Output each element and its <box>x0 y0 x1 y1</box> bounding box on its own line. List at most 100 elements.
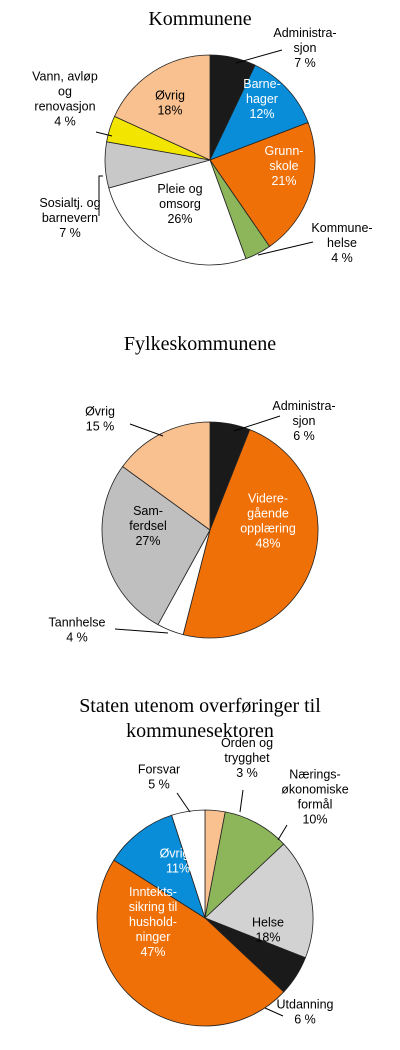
leader-line <box>277 824 288 841</box>
slice-label: Vann, avløp og renovasjon 4 % <box>32 70 98 129</box>
slice-label: Barne-hager 12% <box>243 77 281 121</box>
pie-slice <box>182 429 319 639</box>
slice-label: Forsvar 5 % <box>138 763 180 792</box>
slice-label-line: sjon <box>293 414 316 428</box>
slice-label-line: 47% <box>140 945 165 959</box>
slice-label-line: 15 % <box>86 420 115 434</box>
slice-label-line: omsorg <box>159 197 201 211</box>
slice-label-line: økonomiske <box>281 783 348 797</box>
slice-label-line: Sam- <box>133 504 163 518</box>
slice-label-line: Sosialtj. og <box>39 196 100 210</box>
slice-label-line: 10% <box>302 813 327 827</box>
slice-label-line: 3 % <box>236 766 258 780</box>
slice-label-line: ninger <box>136 930 171 944</box>
slice-label-line: 18% <box>255 931 280 945</box>
slice-label: Videre-gående opplæring 48% <box>240 492 296 551</box>
slice-label: Orden og trygghet 3 % <box>221 736 273 780</box>
slice-label-line: ferdsel <box>129 519 167 533</box>
slice-label-line: Forsvar <box>138 763 180 777</box>
leader-line <box>264 1007 284 1017</box>
pie-slice <box>113 814 206 919</box>
pie-slice <box>171 809 206 919</box>
slice-label: Utdanning 6 % <box>277 998 334 1027</box>
slice-label-line: Øvrig <box>85 405 115 419</box>
slice-label-line: Utdanning <box>277 998 334 1012</box>
pie-slice <box>204 843 314 959</box>
slice-label-line: helse <box>327 236 357 250</box>
pie-chart-1: Kommunene Administra-sjon 7 % Barne-hager 12… <box>32 8 373 266</box>
slice-label-line: Administra- <box>272 399 335 413</box>
slice-label-line: Vann, avløp <box>32 70 98 84</box>
slice-label-line: 12% <box>249 107 274 121</box>
slice-label-line: Helse <box>252 916 284 930</box>
chart-title: Kommunene <box>148 8 251 30</box>
leader-line <box>233 415 281 432</box>
leader-line <box>95 131 113 137</box>
slice-label: Kommune-helse 4 % <box>311 221 372 265</box>
pie-chart-2: Fylkeskommunene Administra-sjon 6 % Videre-… <box>49 333 336 645</box>
slice-label-line: og <box>58 85 72 99</box>
slice-label: Sosialtj. og barnevern 7 % <box>39 196 100 240</box>
slice-label-line: Øvrig <box>155 89 185 103</box>
slice-label-line: gående <box>247 507 289 521</box>
slice-label-line: formål <box>298 798 333 812</box>
slice-label: Øvrig 15 % <box>85 405 115 434</box>
pie-slice <box>209 122 316 248</box>
slice-label-line: 48% <box>255 537 280 551</box>
slice-label: Tannhelse 4 % <box>49 616 106 645</box>
slice-label: Inntekts-sikring til hushold-ninger 47% <box>129 885 178 959</box>
slice-label: Øvrig 18% <box>155 89 185 118</box>
slice-label-line: sjon <box>294 41 317 55</box>
slice-label-line: 18% <box>157 104 182 118</box>
slice-label-line: sikring til <box>129 900 178 914</box>
slice-label-line: Inntekts- <box>129 885 177 899</box>
slice-label-line: Grunn- <box>265 144 304 158</box>
slice-label-line: Barne- <box>243 77 281 91</box>
slice-label: Grunn-skole 21% <box>265 144 304 188</box>
slice-label-line: Administra- <box>273 26 336 40</box>
slice-label-line: hager <box>246 92 278 106</box>
pie-slice <box>113 54 211 161</box>
slice-label-line: 6 % <box>294 1013 316 1027</box>
slice-label: Øvrige 11% <box>160 847 197 876</box>
slice-label-line: 21% <box>271 174 296 188</box>
slice-label-line: 26% <box>167 212 192 226</box>
pie-slice <box>96 859 285 1027</box>
pie-slice <box>122 421 211 531</box>
slice-label: Pleie og omsorg 26% <box>157 182 202 226</box>
slice-label-line: 6 % <box>293 429 315 443</box>
slice-label-line: 4 % <box>66 631 88 645</box>
slice-label-line: renovasjon <box>34 100 95 114</box>
leader-line <box>129 423 164 437</box>
chart-title: Fylkeskommunene <box>124 333 276 355</box>
slice-label-line: 5 % <box>148 778 170 792</box>
chart-title: Staten utenom overføringer til <box>79 695 321 717</box>
chart-title: kommunesektoren <box>126 720 274 742</box>
pie-slice <box>209 64 309 161</box>
slice-label: Helse 18% <box>252 916 284 945</box>
slice-label: Sam-ferdsel 27% <box>129 504 167 548</box>
slice-label-line: Videre- <box>248 492 288 506</box>
slice-label-line: trygghet <box>224 751 270 765</box>
slice-label-line: skole <box>269 159 298 173</box>
slice-label: Administra-sjon 7 % <box>273 26 336 70</box>
slice-label-line: 7 % <box>294 56 316 70</box>
leader-line <box>98 175 103 216</box>
leader-line <box>114 628 169 634</box>
slice-label: Nærings-økonomiske formål 10% <box>281 768 348 827</box>
slice-label-line: 27% <box>135 534 160 548</box>
leader-line <box>257 241 314 256</box>
slice-label-line: Kommune- <box>311 221 372 235</box>
slice-label: Administra-sjon 6 % <box>272 399 335 443</box>
pie-chart-3: Staten utenom overføringer til kommunesek… <box>79 695 349 1027</box>
slice-label-line: Pleie og <box>157 182 202 196</box>
slice-label-line: Orden og <box>221 736 273 750</box>
pie-slice <box>108 159 247 266</box>
slice-label-line: Øvrige <box>160 847 197 861</box>
slice-label-line: Tannhelse <box>49 616 106 630</box>
leader-line <box>239 789 244 813</box>
slice-label-line: barnevern <box>42 211 98 225</box>
slice-label-line: Nærings- <box>289 768 340 782</box>
slice-label-line: 4 % <box>54 115 76 129</box>
